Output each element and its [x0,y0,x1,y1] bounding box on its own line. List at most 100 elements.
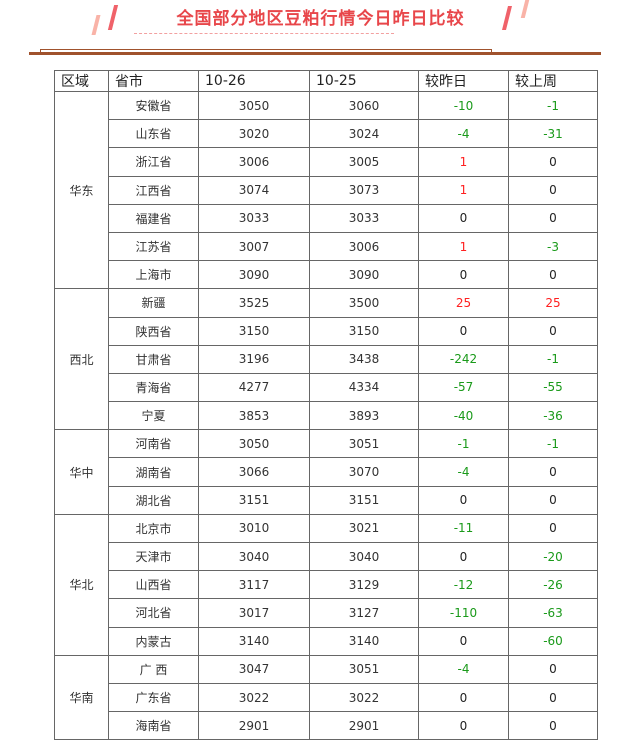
header-yesterday: 10-25 [309,70,419,92]
change-vs-yesterday-cell: 1 [418,147,509,177]
table-row: 浙江省 3006 3005 1 0 [55,147,598,177]
region-cell: 华东 [54,90,109,290]
change-vs-yesterday-cell: 0 [418,260,509,290]
table-row: 上海市 3090 3090 0 0 [55,260,598,290]
price-yesterday-cell: 4334 [309,372,419,403]
price-today-cell: 3151 [198,485,310,515]
change-vs-yesterday-cell: -40 [418,401,509,431]
price-yesterday-cell: 3022 [309,682,419,713]
change-vs-yesterday-cell: 25 [418,288,509,318]
change-vs-last-week-cell: 0 [508,203,598,233]
price-today-cell: 3525 [198,288,310,318]
price-today-cell: 3196 [198,344,310,374]
change-vs-yesterday-cell: -4 [418,457,509,487]
province-cell: 甘肃省 [108,344,199,374]
price-today-cell: 3066 [198,457,310,487]
price-today-cell: 3022 [198,682,310,713]
price-today-cell: 3117 [198,570,310,600]
table-row: 广东省 3022 3022 0 0 [55,682,598,713]
table-row: 天津市 3040 3040 0 -20 [55,541,598,572]
change-vs-last-week-cell: 25 [508,288,598,318]
change-vs-yesterday-cell: 0 [418,711,509,740]
price-yesterday-cell: 3090 [309,260,419,290]
change-vs-last-week-cell: -26 [508,570,598,600]
change-vs-yesterday-cell: 0 [418,316,509,346]
change-vs-last-week-cell: -1 [508,429,598,459]
table-row: 福建省 3033 3033 0 0 [55,203,598,233]
change-vs-yesterday-cell: -4 [418,654,509,684]
province-cell: 山东省 [108,119,199,149]
change-vs-yesterday-cell: -110 [418,598,509,628]
header-vs-yesterday: 较昨日 [418,70,509,92]
province-cell: 陕西省 [108,316,199,346]
price-today-cell: 4277 [198,372,310,403]
price-yesterday-cell: 3021 [309,513,419,544]
price-today-cell: 3074 [198,175,310,205]
province-cell: 山西省 [108,570,199,600]
price-today-cell: 3150 [198,316,310,346]
price-yesterday-cell: 3005 [309,147,419,177]
change-vs-last-week-cell: -31 [508,119,598,149]
region-cell: 西北 [54,288,109,431]
province-cell: 河北省 [108,598,199,628]
province-cell: 广东省 [108,682,199,713]
price-today-cell: 3020 [198,119,310,149]
price-yesterday-cell: 3006 [309,231,419,262]
province-cell: 宁夏 [108,401,199,431]
page-title: 全国部分地区豆粕行情今日昨日比较 [176,9,465,29]
province-cell: 上海市 [108,260,199,290]
table-row: 湖南省 3066 3070 -4 0 [55,457,598,487]
price-today-cell: 3050 [198,429,310,459]
table-row: 华北 北京市 3010 3021 -11 0 [54,513,598,656]
header-province: 省市 [108,70,199,92]
change-vs-yesterday-cell: -12 [418,570,509,600]
change-vs-last-week-cell: -1 [508,90,598,121]
change-vs-yesterday-cell: -10 [418,90,509,121]
table-row: 河北省 3017 3127 -110 -63 [55,598,598,628]
province-cell: 北京市 [108,513,199,544]
table-row: 山东省 3020 3024 -4 -31 [55,119,598,149]
price-yesterday-cell: 3893 [309,401,419,431]
table-row: 华南广 西 3047 3051 -4 0 [54,654,598,740]
price-yesterday-cell: 3129 [309,570,419,600]
table-row: 青海省 4277 4334 -57 -55 [55,372,598,403]
change-vs-yesterday-cell: 0 [418,541,509,572]
change-vs-last-week-cell: -60 [508,626,598,656]
province-cell: 河南省 [108,429,199,459]
price-yesterday-cell: 3024 [309,119,419,149]
table-row: 西北 新疆 3525 3500 25 25 [54,288,598,431]
table-row: 陕西省 3150 3150 0 0 [55,316,598,346]
table-row: 宁夏 3853 3893 -40 -36 [55,401,598,431]
table-row: 山西省 3117 3129 -12 -26 [55,570,598,600]
table-row: 甘肃省 3196 3438 -242 -1 [55,344,598,374]
table-row: 江西省 3074 3073 1 0 [55,175,598,205]
price-yesterday-cell: 3151 [309,485,419,515]
price-yesterday-cell: 3500 [309,288,419,318]
price-yesterday-cell: 3140 [309,626,419,656]
change-vs-yesterday-cell: -4 [418,119,509,149]
price-today-cell: 3006 [198,147,310,177]
price-yesterday-cell: 3073 [309,175,419,205]
change-vs-yesterday-cell: -242 [418,344,509,374]
table-row: 华东 安徽省 3050 3060 -10 -1 [54,90,598,290]
price-today-cell: 3140 [198,626,310,656]
province-cell: 内蒙古 [108,626,199,656]
price-today-cell: 3007 [198,231,310,262]
change-vs-yesterday-cell: 1 [418,231,509,262]
change-vs-last-week-cell: 0 [508,316,598,346]
province-cell: 江西省 [108,175,199,205]
province-cell: 天津市 [108,541,199,572]
table-row: 内蒙古 3140 3140 0 -60 [55,626,598,656]
table-row: 湖北省 3151 3151 0 0 [55,485,598,515]
change-vs-last-week-cell: 0 [508,682,598,713]
price-yesterday-cell: 3150 [309,316,419,346]
change-vs-last-week-cell: -36 [508,401,598,431]
change-vs-last-week-cell: -20 [508,541,598,572]
change-vs-last-week-cell: 0 [508,457,598,487]
price-yesterday-cell: 3127 [309,598,419,628]
province-cell: 青海省 [108,372,199,403]
price-today-cell: 3010 [198,513,310,544]
price-yesterday-cell: 3438 [309,344,419,374]
change-vs-yesterday-cell: 0 [418,485,509,515]
table-row: 华中 河南省 3050 3051 -1 -1 [54,429,598,515]
